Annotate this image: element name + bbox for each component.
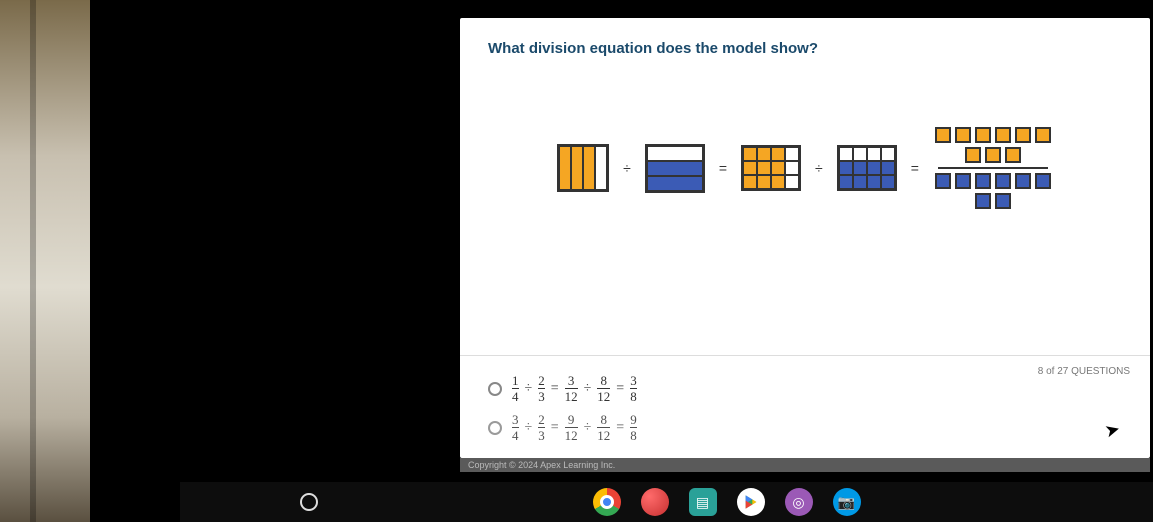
- question-counter: 8 of 27 QUESTIONS: [1038, 366, 1130, 377]
- quiz-card: What division equation does the model sh…: [460, 18, 1150, 458]
- shelf-left: [180, 493, 400, 511]
- laptop-screen: What division equation does the model sh…: [90, 0, 1153, 522]
- radio-icon: [488, 421, 502, 435]
- result-denominator-squares: [933, 173, 1053, 209]
- play-store-icon[interactable]: [737, 488, 765, 516]
- answer-option-a[interactable]: 14÷23=312÷812=38: [488, 374, 1122, 403]
- camera-icon[interactable]: 📷: [833, 488, 861, 516]
- chrome-icon[interactable]: [593, 488, 621, 516]
- answers-area: 8 of 27 QUESTIONS 14÷23=312÷812=38 34÷23…: [460, 356, 1150, 458]
- operator-divide: ÷: [619, 160, 635, 176]
- screenshot-icon[interactable]: ◎: [785, 488, 813, 516]
- result-numerator-squares: [933, 127, 1053, 163]
- answer-equation-b: 34÷23=912÷812=98: [512, 413, 637, 442]
- docs-icon[interactable]: ▤: [689, 488, 717, 516]
- answer-equation-a: 14÷23=312÷812=38: [512, 374, 637, 403]
- result-fraction-bar: [938, 167, 1048, 169]
- operator-divide: ÷: [811, 160, 827, 176]
- model-three-fourths: [557, 144, 609, 192]
- shelf-apps: ▤ ◎ 📷: [400, 488, 1053, 516]
- question-text: What division equation does the model sh…: [460, 18, 1150, 57]
- radio-icon: [488, 382, 502, 396]
- operator-equals: =: [715, 160, 731, 176]
- model-nine-twelfths: [741, 145, 801, 191]
- model-eight-twelfths: [837, 145, 897, 191]
- fraction-model-row: ÷ = ÷ =: [460, 57, 1150, 249]
- copyright-text: Copyright © 2024 Apex Learning Inc.: [460, 458, 1150, 472]
- answer-option-b[interactable]: 34÷23=912÷812=98: [488, 413, 1122, 442]
- model-result-fraction: [933, 127, 1053, 209]
- launcher-icon[interactable]: [300, 493, 318, 511]
- chromeos-shelf: ▤ ◎ 📷: [180, 482, 1153, 522]
- operator-equals: =: [907, 160, 923, 176]
- model-two-thirds: [645, 144, 705, 193]
- background-photo-left: [0, 0, 90, 522]
- assistant-icon[interactable]: [641, 488, 669, 516]
